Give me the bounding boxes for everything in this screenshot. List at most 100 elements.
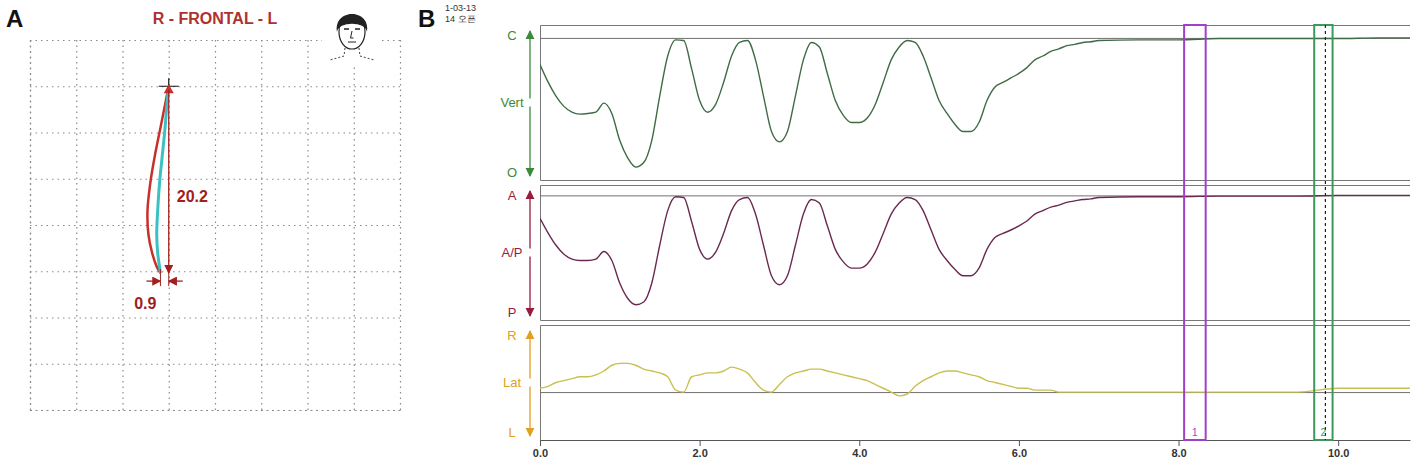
x-grid-line	[307, 40, 308, 410]
x-grid-line	[169, 40, 170, 410]
x-tick	[400, 40, 401, 410]
x-axis-line	[541, 440, 1411, 441]
face-neck	[330, 48, 374, 60]
cursor-line	[1325, 25, 1326, 440]
header-text: 14 오픈	[445, 14, 476, 24]
panel-letter: B	[418, 5, 435, 32]
y-tick	[30, 271, 400, 272]
cursor-box	[1184, 25, 1206, 440]
y-axis	[540, 326, 1410, 441]
plot-b	[540, 38, 1410, 167]
x-grid-line	[76, 40, 77, 410]
plot-b	[540, 195, 1410, 304]
opening-label: 20.2	[177, 188, 208, 205]
x-tick: 8.0	[1171, 440, 1186, 459]
y-tick	[30, 364, 400, 365]
axis-end-label: R	[507, 328, 516, 343]
y-axis-line	[541, 186, 1411, 321]
opening-line	[168, 90, 169, 273]
deviation-arrow	[146, 280, 160, 281]
trace-panel: CVertO	[500, 26, 1410, 181]
axis-end-label: C	[507, 28, 516, 43]
x-tick-label: 0.0	[533, 447, 548, 459]
plot-b	[540, 363, 1410, 396]
y-tick	[30, 179, 400, 180]
x-tick	[215, 40, 216, 410]
measurements: 20.2 0.9	[134, 78, 208, 312]
y-grid-line	[30, 132, 400, 133]
x-tick-mark	[700, 440, 701, 446]
face-background	[322, 2, 382, 64]
root: A R - FRONTAL - L 20.2 0.9 B 1-03-1314 오픈 C Ver…	[0, 0, 1423, 475]
x-grid	[31, 40, 401, 411]
axis-title: Vert	[500, 95, 524, 110]
x-tick: 2.0	[692, 440, 707, 459]
x-tick: 4.0	[852, 440, 867, 459]
x-tick-mark	[1019, 440, 1020, 446]
face-mouth	[348, 42, 356, 43]
cursor-box	[1314, 25, 1332, 440]
x-tick-label: 6.0	[1012, 447, 1027, 459]
chart-title: R - FRONTAL - L	[153, 10, 278, 27]
x-tick-mark	[1338, 440, 1339, 446]
x-axis: 0.0 2.0 4.0 6.0 8.0 10.0	[533, 440, 1411, 459]
axis-arrow	[529, 331, 530, 379]
y-grid-line	[30, 179, 400, 180]
axis-arrow	[529, 191, 530, 249]
panel-letter: A	[6, 5, 23, 32]
y-axis-line	[541, 326, 1411, 441]
y-axis	[540, 26, 1410, 181]
y-grid-line	[30, 364, 400, 365]
y-grid-line	[30, 410, 400, 411]
axis-end-label: P	[508, 305, 517, 320]
deviation-label: 0.9	[134, 295, 156, 312]
jaw-trace	[147, 86, 168, 273]
cursor-label: 2	[1321, 427, 1327, 438]
x-tick	[76, 40, 77, 410]
face-eyes	[344, 28, 360, 30]
y-tick	[30, 318, 400, 319]
x-tick-mark	[859, 440, 860, 446]
y-tick	[30, 410, 400, 411]
y-grid	[30, 41, 400, 411]
y-grid-line	[30, 317, 400, 318]
y-tick	[30, 225, 400, 226]
trace-line	[540, 363, 1410, 396]
face-hair	[337, 14, 368, 32]
axis-end-label: L	[508, 425, 515, 440]
trace-panel: AA/PP	[502, 186, 1410, 321]
face-icon	[322, 2, 382, 64]
face-nose	[351, 31, 354, 38]
trace-panel: R Lat L	[503, 326, 1410, 441]
axis-arrow	[529, 31, 530, 99]
deviation-ends	[160, 269, 168, 286]
y-grid-line	[30, 86, 400, 87]
panel-a: A R - FRONTAL - L 20.2 0.9	[6, 2, 401, 411]
x-tick	[308, 40, 309, 410]
x-tick: 6.0	[1012, 440, 1027, 459]
x-grid-line	[215, 40, 216, 410]
y-grid-line	[30, 225, 400, 226]
cursor-label: 1	[1192, 427, 1198, 438]
y-axis	[540, 186, 1410, 321]
x-tick-label: 4.0	[852, 447, 867, 459]
axis-arrow	[529, 107, 530, 177]
jaw-trace	[157, 86, 169, 273]
cursors: 12	[1184, 25, 1332, 440]
x-tick: 10.0	[1328, 440, 1349, 459]
x-tick	[123, 40, 124, 410]
x-tick-label: 2.0	[692, 447, 707, 459]
header-text: 1-03-13	[445, 3, 476, 13]
y-axis-line	[541, 26, 1411, 181]
axis-title: A/P	[502, 245, 523, 260]
y-tick	[30, 133, 400, 134]
x-tick-label: 10.0	[1328, 447, 1349, 459]
x-tick	[169, 40, 170, 410]
x-tick-label: 8.0	[1171, 447, 1186, 459]
plot-a	[147, 86, 168, 273]
trace-line	[540, 38, 1410, 167]
axis-title: Lat	[503, 375, 521, 390]
axis-arrow	[529, 257, 530, 317]
x-tick-mark	[1179, 440, 1180, 446]
axis-arrow	[529, 387, 530, 437]
